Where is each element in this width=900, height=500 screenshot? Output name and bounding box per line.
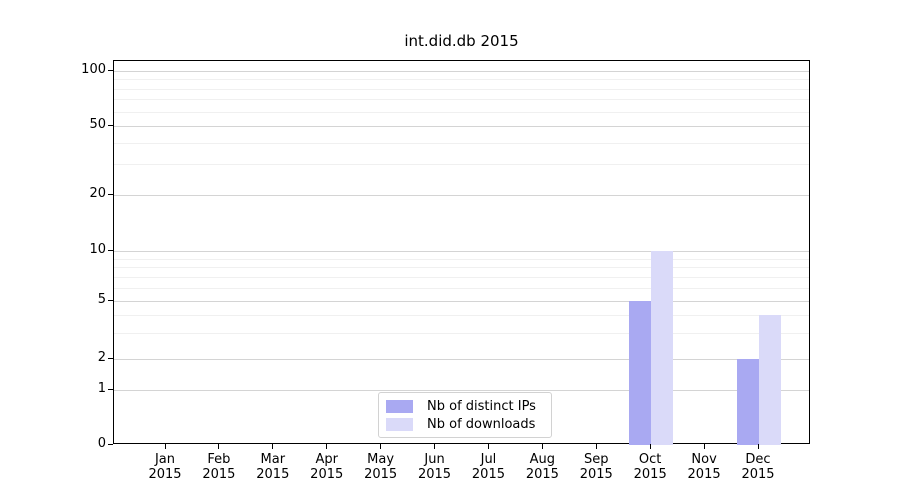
bar-oct-downloads [651, 251, 674, 445]
y-tick-mark [108, 357, 113, 359]
x-tick-label-mar: Mar 2015 [256, 452, 290, 482]
y-tick-mark [108, 69, 113, 71]
minor-gridline [114, 267, 809, 269]
legend-row: Nb of distinct IPs [386, 398, 551, 414]
x-tick-mark [649, 444, 651, 449]
x-tick-label-apr: Apr 2015 [310, 452, 344, 482]
x-tick-label-may: May 2015 [364, 452, 398, 482]
x-tick-label-jan: Jan 2015 [148, 452, 182, 482]
y-tick-label: 1 [97, 381, 106, 396]
bar-dec-downloads [759, 315, 781, 445]
major-gridline [114, 301, 809, 302]
chart-title: int.did.db 2015 [404, 32, 519, 50]
legend: Nb of distinct IPs Nb of downloads [378, 392, 552, 438]
legend-swatch-distinct-ips [386, 399, 413, 413]
major-gridline [114, 359, 809, 360]
major-gridline [114, 195, 809, 196]
minor-gridline [114, 88, 809, 90]
x-tick-mark [434, 444, 436, 449]
legend-row: Nb of downloads [386, 416, 551, 432]
minor-gridline [114, 287, 809, 289]
minor-gridline [114, 315, 809, 317]
y-tick-mark [108, 193, 113, 195]
minor-gridline [114, 276, 809, 278]
legend-label-distinct-ips: Nb of distinct IPs [427, 398, 536, 414]
y-tick-mark [108, 299, 113, 301]
minor-gridline [114, 164, 809, 166]
major-gridline [114, 390, 809, 391]
x-tick-mark [595, 444, 597, 449]
major-gridline [114, 251, 809, 252]
bar-oct-distinct-ips [629, 301, 652, 445]
x-tick-label-dec: Dec 2015 [741, 452, 775, 482]
x-tick-mark [380, 444, 382, 449]
x-tick-mark [218, 444, 220, 449]
bar-dec-distinct-ips [737, 359, 759, 445]
x-tick-mark [272, 444, 274, 449]
y-tick-label: 50 [89, 117, 106, 132]
major-gridline [114, 126, 809, 127]
minor-gridline [114, 258, 809, 260]
x-tick-label-jun: Jun 2015 [417, 452, 452, 482]
x-tick-label-aug: Aug 2015 [525, 452, 559, 482]
x-tick-label-nov: Nov 2015 [687, 452, 721, 482]
minor-gridline [114, 99, 809, 101]
x-tick-label-feb: Feb 2015 [202, 452, 236, 482]
y-tick-label: 100 [81, 62, 106, 77]
minor-gridline [114, 142, 809, 144]
y-tick-mark [108, 124, 113, 126]
minor-gridline [114, 79, 809, 81]
x-tick-label-oct: Oct 2015 [633, 452, 667, 482]
plot-area [113, 60, 810, 445]
y-tick-mark [108, 443, 113, 445]
y-tick-label: 10 [89, 242, 106, 257]
y-tick-label: 5 [97, 292, 106, 307]
x-tick-label-sep: Sep 2015 [579, 452, 613, 482]
legend-swatch-downloads [386, 417, 413, 431]
y-tick-label: 0 [97, 436, 106, 451]
x-tick-mark [326, 444, 328, 449]
minor-gridline [114, 111, 809, 113]
y-tick-label: 20 [89, 186, 106, 201]
y-tick-mark [108, 249, 113, 251]
y-tick-label: 2 [97, 350, 106, 365]
major-gridline [114, 71, 809, 72]
y-tick-mark [108, 388, 113, 390]
x-tick-mark [164, 444, 166, 449]
x-tick-mark [487, 444, 489, 449]
x-tick-label-jul: Jul 2015 [471, 452, 505, 482]
x-tick-mark [541, 444, 543, 449]
x-tick-mark [757, 444, 759, 449]
legend-label-downloads: Nb of downloads [427, 416, 536, 432]
x-tick-mark [703, 444, 705, 449]
minor-gridline [114, 333, 809, 335]
